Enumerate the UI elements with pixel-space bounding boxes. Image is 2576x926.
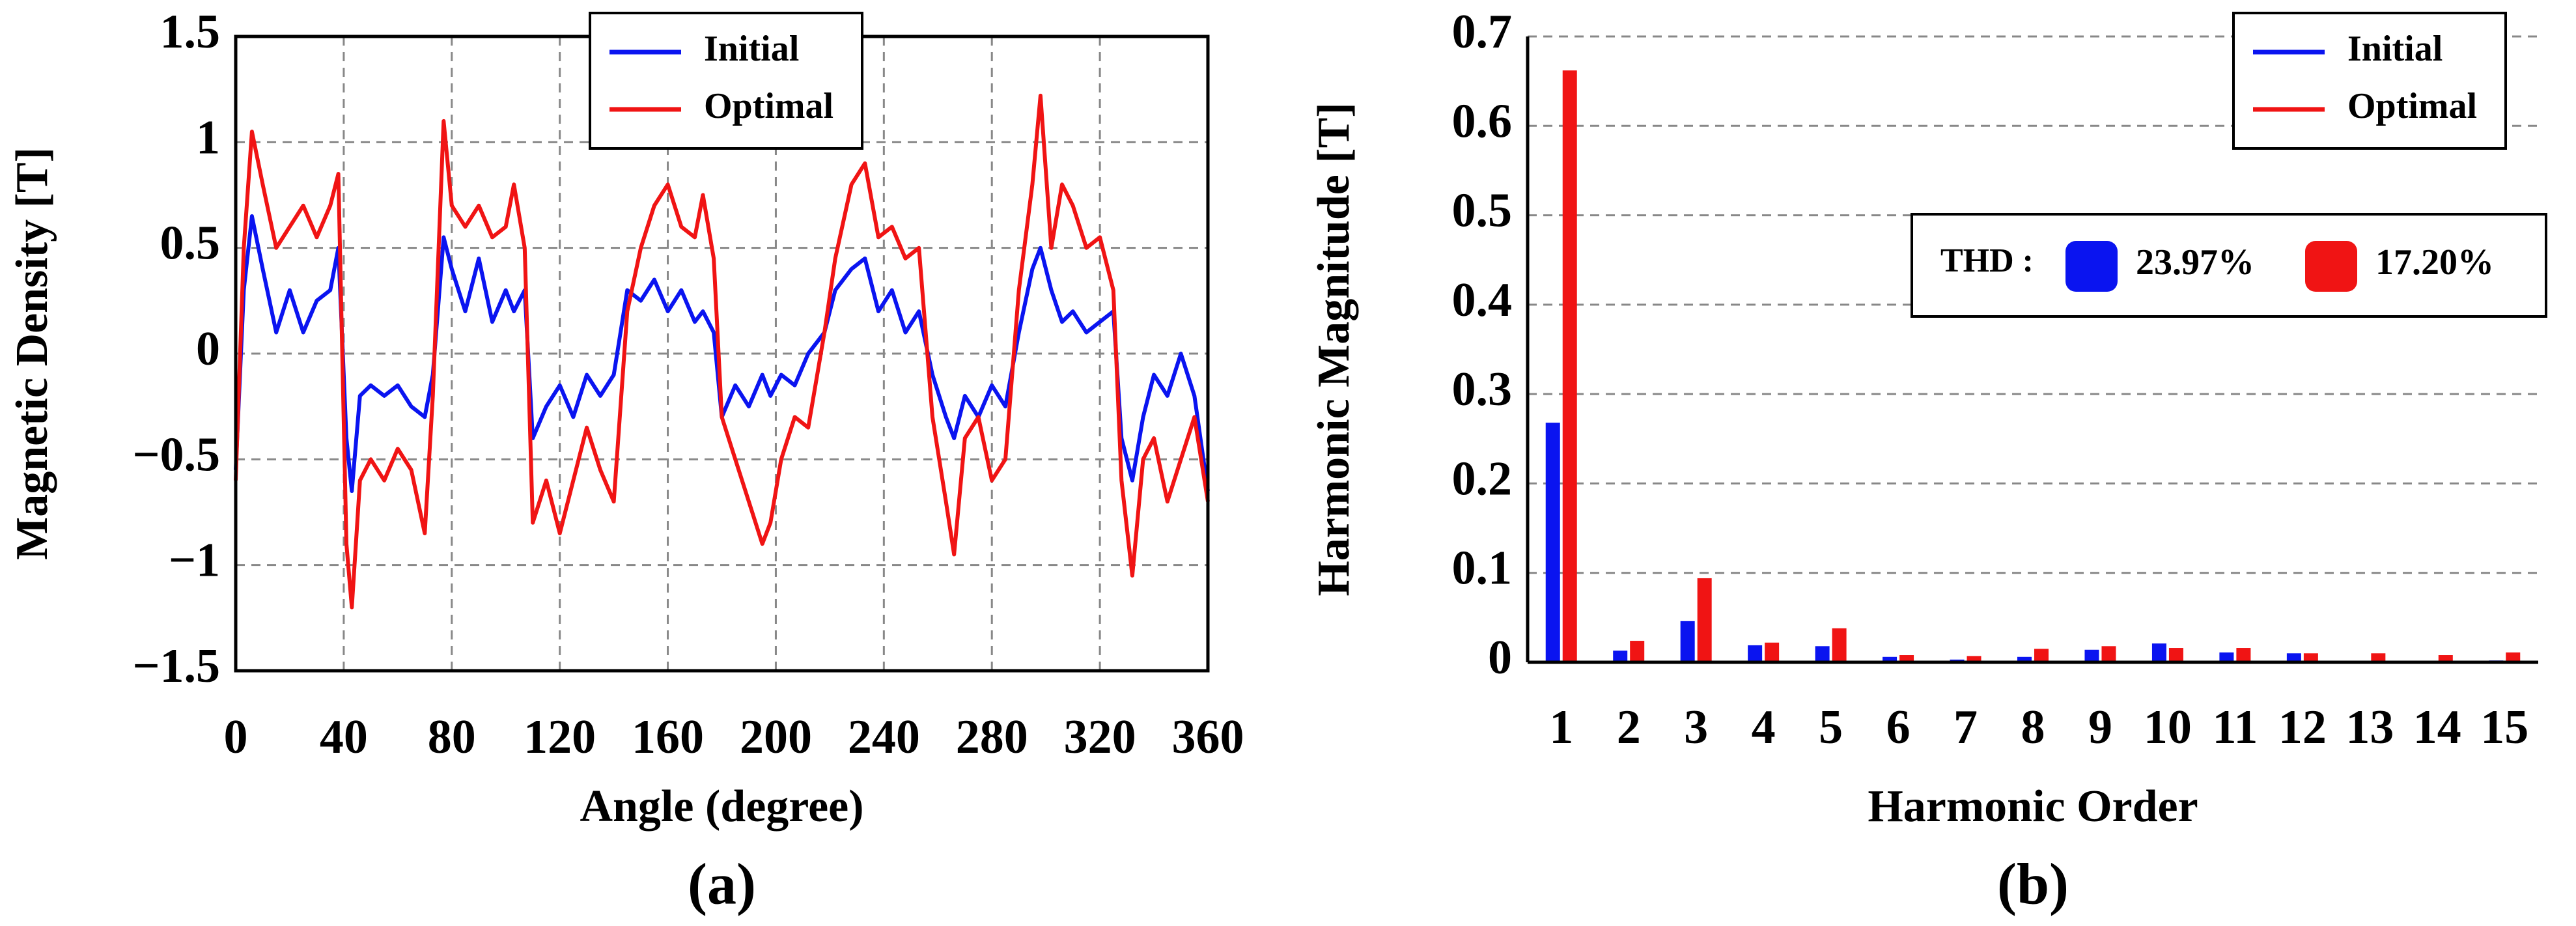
x-axis-label: Harmonic Order <box>1868 781 2198 832</box>
bar <box>2236 648 2251 662</box>
legend-label: Initial <box>704 29 799 69</box>
bar <box>2286 653 2301 662</box>
legend-label: Optimal <box>2347 86 2477 126</box>
y-tick-label: 0.2 <box>1452 452 1513 505</box>
x-tick-label: 320 <box>1064 710 1136 764</box>
y-tick-label: 0.5 <box>1452 184 1513 238</box>
bar <box>1680 621 1695 662</box>
x-tick-label: 0 <box>224 710 248 764</box>
bar <box>1832 628 1847 662</box>
bar <box>2034 649 2049 662</box>
bar <box>2438 655 2453 662</box>
legend-box <box>589 12 863 150</box>
bar <box>1562 70 1577 662</box>
legend-box <box>2232 12 2507 150</box>
y-tick-label: 0.5 <box>160 217 221 270</box>
y-tick-label: −1.5 <box>132 639 220 693</box>
y-tick-label: −0.5 <box>132 428 220 481</box>
x-tick-label: 160 <box>632 710 704 764</box>
bar <box>2084 649 2099 662</box>
annotation-label: THD : <box>1940 242 2034 279</box>
y-tick-label: 0 <box>196 322 220 376</box>
y-tick-label: 0.6 <box>1452 94 1513 148</box>
bar <box>2151 643 2166 662</box>
bar <box>2371 653 2386 662</box>
x-tick-label: 280 <box>956 710 1028 764</box>
bar <box>1748 645 1763 662</box>
x-tick-label: 12 <box>2278 701 2327 754</box>
x-tick-label: 14 <box>2413 701 2461 754</box>
bar <box>2168 648 2183 662</box>
legend-label: Initial <box>2347 29 2443 69</box>
bar <box>1630 641 1645 662</box>
bar <box>1697 578 1712 662</box>
x-tick-label: 40 <box>320 710 368 764</box>
annotation-swatch <box>2305 241 2357 292</box>
y-axis-label: Magnetic Density [T] <box>7 147 57 560</box>
y-tick-label: 0.7 <box>1452 5 1513 59</box>
bar <box>2017 656 2032 662</box>
x-tick-label: 5 <box>1819 701 1843 754</box>
x-tick-label: 7 <box>1953 701 1978 754</box>
bar <box>2303 653 2318 662</box>
x-tick-label: 1 <box>1549 701 1573 754</box>
annotation-value: 23.97% <box>2136 242 2254 283</box>
x-tick-label: 4 <box>1752 701 1776 754</box>
x-axis-label: Angle (degree) <box>580 781 863 832</box>
x-tick-label: 200 <box>740 710 812 764</box>
caption: (b) <box>1997 852 2069 917</box>
y-tick-label: 0 <box>1488 631 1512 684</box>
bar <box>1765 642 1780 662</box>
bar <box>1545 423 1560 662</box>
x-tick-label: 11 <box>2212 701 2258 754</box>
bar <box>1815 646 1830 662</box>
legend-label: Optimal <box>704 86 833 126</box>
bar <box>2101 646 2116 662</box>
x-tick-label: 10 <box>2144 701 2192 754</box>
annotation-swatch <box>2065 241 2118 292</box>
x-tick-label: 240 <box>848 710 920 764</box>
x-tick-label: 9 <box>2088 701 2112 754</box>
x-tick-label: 6 <box>1886 701 1911 754</box>
bar <box>1899 655 1914 662</box>
line-series <box>234 93 1210 610</box>
bar <box>1967 656 1981 662</box>
x-tick-label: 360 <box>1172 710 1244 764</box>
annotation-box <box>1911 213 2547 318</box>
bar <box>1613 651 1628 662</box>
x-tick-label: 15 <box>2480 701 2528 754</box>
bar <box>2219 652 2234 662</box>
line-series <box>234 214 1210 493</box>
y-tick-label: 0.3 <box>1452 363 1513 416</box>
y-axis-label: Harmonic Magnitude [T] <box>1309 102 1359 596</box>
y-tick-label: −1 <box>169 534 220 587</box>
bar <box>1883 656 1897 662</box>
x-tick-label: 13 <box>2345 701 2394 754</box>
y-tick-label: 1 <box>196 111 220 164</box>
y-tick-label: 0.1 <box>1452 542 1513 595</box>
bar <box>2506 652 2521 662</box>
x-tick-label: 2 <box>1617 701 1641 754</box>
y-tick-label: 1.5 <box>160 5 221 59</box>
x-tick-label: 3 <box>1684 701 1708 754</box>
x-tick-label: 8 <box>2021 701 2045 754</box>
annotation-value: 17.20% <box>2375 242 2494 283</box>
y-tick-label: 0.4 <box>1452 274 1513 327</box>
x-tick-label: 120 <box>524 710 596 764</box>
caption: (a) <box>688 852 756 917</box>
x-tick-label: 80 <box>428 710 476 764</box>
